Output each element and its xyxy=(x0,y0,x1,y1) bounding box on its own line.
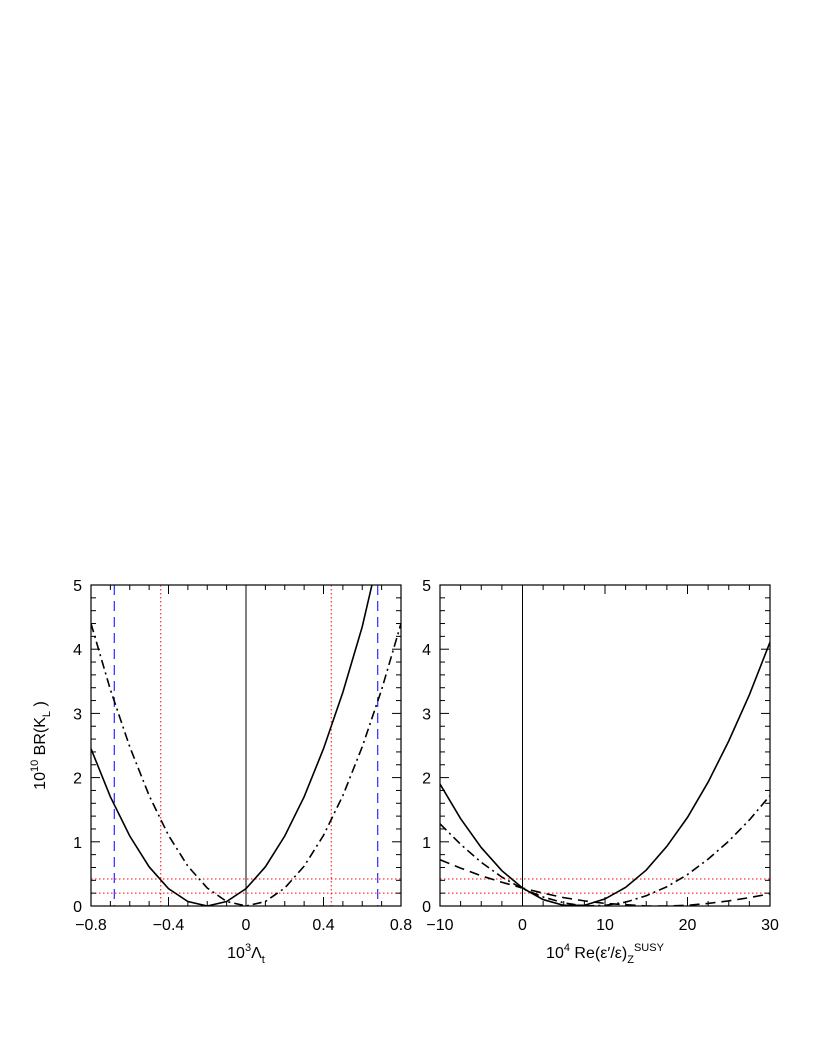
label-part: SUSY xyxy=(634,942,665,954)
label-part: ) xyxy=(32,701,49,711)
y-tick-label: 4 xyxy=(73,642,82,659)
data-line xyxy=(440,641,770,906)
label-part: 3 xyxy=(245,942,251,954)
x-tick-label: −0.8 xyxy=(75,917,107,934)
y-tick-label: 3 xyxy=(73,706,82,723)
y-tick-label: 2 xyxy=(422,771,431,788)
data-line xyxy=(440,795,770,906)
y-tick-label: 1 xyxy=(422,835,431,852)
axis-label: 104 Re(ε′/ε)ZSUSY xyxy=(546,942,665,966)
label-part: Re(ε′/ε) xyxy=(570,945,627,962)
y-tick-label: 0 xyxy=(73,899,82,916)
x-tick-label: −0.4 xyxy=(153,917,185,934)
label-part: 10 xyxy=(227,945,245,962)
panel: −0.8 −0.4 0 0.4 0.8 0 1 2 3 4 5 xyxy=(73,578,412,934)
x-tick-label: 20 xyxy=(679,917,697,934)
y-tick-label: 3 xyxy=(422,706,431,723)
label-part: 10 xyxy=(32,772,49,790)
data-line xyxy=(91,585,373,906)
axis-label: 103Λt xyxy=(227,942,265,966)
axis-label: 1010 BR(KL ) xyxy=(29,701,53,790)
label-part: 10 xyxy=(29,760,41,772)
label-part: t xyxy=(262,954,265,966)
x-tick-label: −10 xyxy=(426,917,453,934)
y-tick-label: 2 xyxy=(73,771,82,788)
label-part: Λ xyxy=(251,945,262,962)
label-part: L xyxy=(41,711,53,717)
x-tick-label: 10 xyxy=(596,917,614,934)
label-part: BR(K xyxy=(32,717,49,760)
label-part: 4 xyxy=(564,942,570,954)
y-tick-label: 4 xyxy=(422,642,431,659)
x-tick-label: 0 xyxy=(242,917,251,934)
data-line xyxy=(440,859,770,906)
label-part: 10 xyxy=(546,945,564,962)
y-tick-label: 1 xyxy=(73,835,82,852)
y-tick-label: 5 xyxy=(73,578,82,595)
label-part: Z xyxy=(627,954,634,966)
y-tick-label: 0 xyxy=(422,899,431,916)
x-tick-label: 0.4 xyxy=(312,917,334,934)
x-tick-label: 30 xyxy=(761,917,779,934)
x-tick-label: 0 xyxy=(518,917,527,934)
x-tick-label: 0.8 xyxy=(390,917,412,934)
y-tick-label: 5 xyxy=(422,578,431,595)
